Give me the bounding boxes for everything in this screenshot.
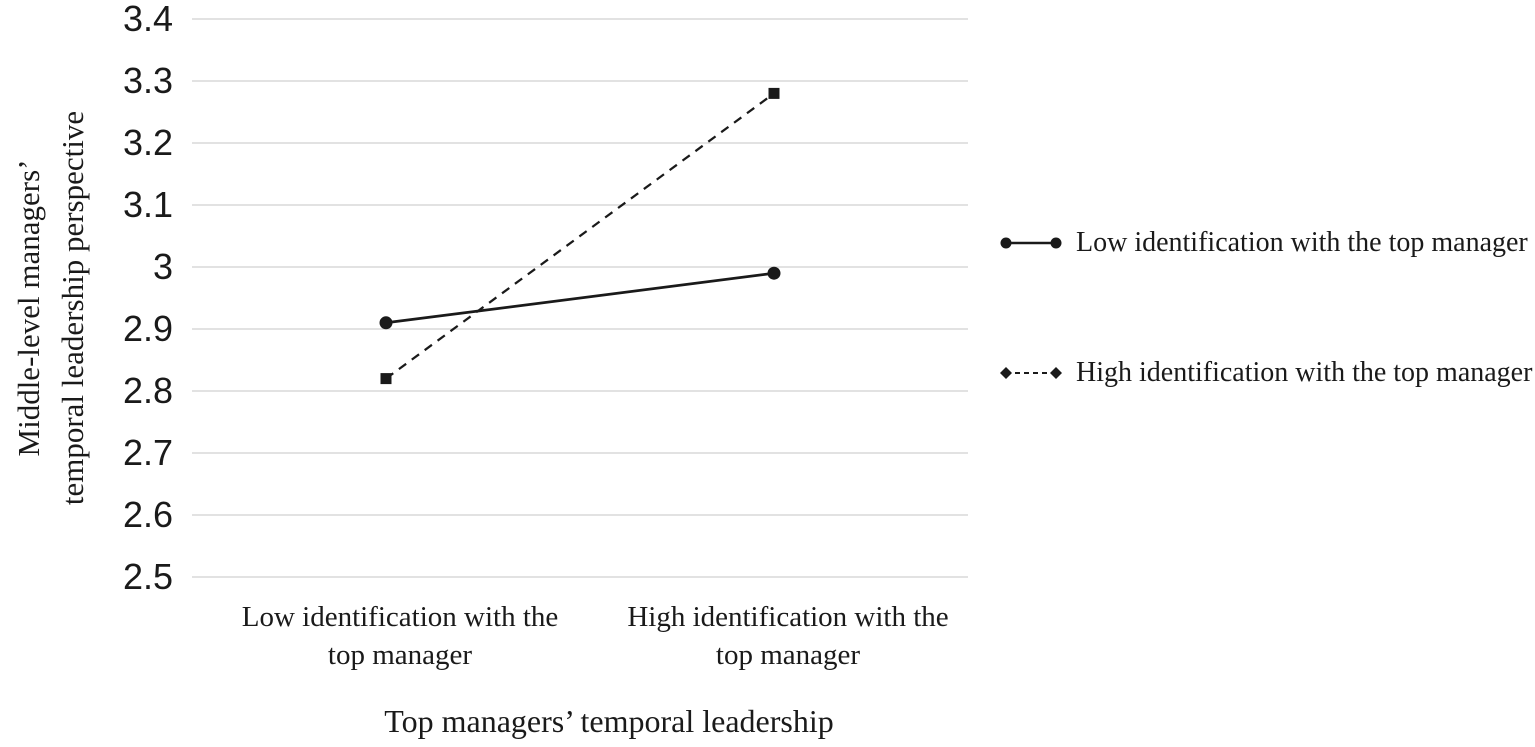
- x-axis-title: Top managers’ temporal leadership: [384, 703, 834, 739]
- legend-item-high-identification: High identification with the top manager: [999, 352, 1532, 394]
- y-tick-label: 3.4: [122, 0, 173, 39]
- data-point-circle-marker: [379, 316, 393, 330]
- data-point-square-marker: [380, 373, 392, 385]
- y-tick-label: 2.8: [122, 370, 173, 411]
- x-category-label-low: Low identification with the top manager: [241, 601, 559, 671]
- y-tick-label: 3.3: [122, 60, 173, 101]
- y-tick-label: 3: [152, 246, 173, 287]
- y-tick-label: 2.6: [122, 494, 173, 535]
- legend-label-high-identification: High identification with the top manager: [1076, 357, 1533, 388]
- series-line-solid: [385, 271, 775, 325]
- data-point-square-marker: [768, 87, 780, 99]
- dashed-line-diamond-markers-icon: [1000, 367, 1062, 379]
- legend-label-low-identification: Low identification with the top manager: [1076, 227, 1528, 258]
- y-tick-label: 3.1: [122, 184, 173, 225]
- y-axis-title-line-2: temporal leadership perspective: [55, 110, 90, 506]
- y-tick-label: 2.7: [122, 432, 173, 473]
- legend-item-low-identification: Low identification with the top manager: [999, 222, 1528, 264]
- solid-line-circle-markers-icon: [1000, 237, 1062, 249]
- y-tick-label: 2.9: [122, 308, 173, 349]
- y-tick-label: 2.5: [122, 556, 173, 597]
- y-tick-label: 3.2: [122, 122, 173, 163]
- data-point-circle-marker: [767, 266, 781, 280]
- series-line-dashed: [385, 92, 775, 380]
- y-axis-title: Middle-level managers’ temporal leadersh…: [7, 28, 95, 588]
- y-axis-title-line-1: Middle-level managers’: [11, 159, 46, 457]
- x-category-label-high: High identification with the top manager: [627, 601, 949, 671]
